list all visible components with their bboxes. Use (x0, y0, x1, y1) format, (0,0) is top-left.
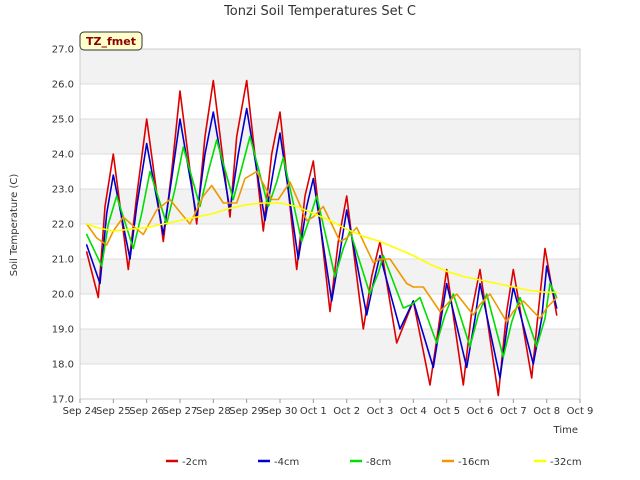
y-tick-label: 22.0 (52, 220, 74, 231)
series-line-8cm (85, 135, 558, 358)
x-tick-label: Oct 2 (333, 406, 360, 417)
x-tick-label: Sep 26 (129, 406, 164, 417)
y-tick-label: 17.0 (52, 395, 74, 406)
y-axis-ticks: 17.0 18.0 19.0 20.0 21.0 22.0 23.0 24.0 25.0 26.0… (52, 45, 74, 406)
y-tick-label: 19.0 (52, 325, 74, 336)
x-tick-label: Oct 3 (367, 406, 394, 417)
x-tick-label: Sep 24 (63, 406, 98, 417)
x-tick-label: Sep 30 (263, 406, 298, 417)
y-axis-label: Soil Temperature (C) (9, 174, 20, 277)
x-tick-label: Sep 25 (96, 406, 131, 417)
y-tick-label: 25.0 (52, 115, 74, 126)
series-line-32cm (85, 202, 558, 294)
x-tick-label: Oct 7 (500, 406, 527, 417)
legend: -2cm -4cm -8cm -16cm -32cm (166, 457, 582, 468)
series-line-4cm (85, 107, 558, 379)
site-badge: TZ_fmet (79, 31, 143, 51)
plot-band (80, 119, 580, 154)
x-tick-label: Oct 9 (567, 406, 594, 417)
x-tick-label: Sep 27 (163, 406, 198, 417)
x-tick-label: Oct 4 (400, 406, 427, 417)
x-tick-label: Oct 8 (533, 406, 560, 417)
x-tick-label: Oct 1 (300, 406, 327, 417)
chart-title: Tonzi Soil Temperatures Set C (223, 4, 416, 19)
y-tick-label: 23.0 (52, 185, 74, 196)
plot-band (80, 189, 580, 224)
plot-band (80, 49, 580, 84)
x-axis-label: Time (553, 425, 578, 436)
legend-label: -32cm (550, 457, 582, 468)
y-tick-label: 27.0 (52, 45, 74, 56)
x-tick-label: Oct 6 (467, 406, 494, 417)
series-line-16cm (85, 170, 558, 323)
legend-label: -8cm (366, 457, 391, 468)
plot-frame (79, 48, 581, 400)
legend-label: -4cm (274, 457, 299, 468)
y-tick-label: 26.0 (52, 80, 74, 91)
x-tick-label: Sep 28 (196, 406, 231, 417)
y-tick-label: 24.0 (52, 150, 74, 161)
legend-label: -16cm (458, 457, 490, 468)
x-tick-label: Oct 5 (433, 406, 460, 417)
y-tick-label: 20.0 (52, 290, 74, 301)
site-badge-label: TZ_fmet (86, 35, 136, 48)
y-tick-label: 21.0 (52, 255, 74, 266)
series-layer (85, 79, 558, 397)
x-tick-label: Sep 29 (229, 406, 264, 417)
legend-label: -2cm (182, 457, 207, 468)
y-tick-label: 18.0 (52, 360, 74, 371)
